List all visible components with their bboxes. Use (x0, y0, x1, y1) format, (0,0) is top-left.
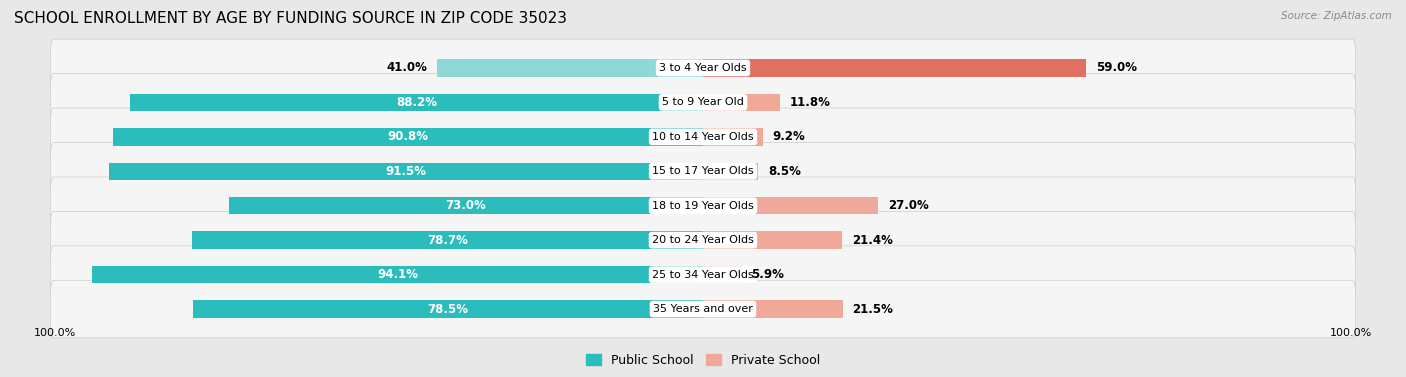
FancyBboxPatch shape (51, 143, 1355, 200)
Text: 94.1%: 94.1% (377, 268, 418, 281)
FancyBboxPatch shape (51, 246, 1355, 303)
Text: 41.0%: 41.0% (387, 61, 427, 74)
FancyBboxPatch shape (51, 39, 1355, 97)
Text: SCHOOL ENROLLMENT BY AGE BY FUNDING SOURCE IN ZIP CODE 35023: SCHOOL ENROLLMENT BY AGE BY FUNDING SOUR… (14, 11, 567, 26)
Text: 59.0%: 59.0% (1095, 61, 1137, 74)
Text: 91.5%: 91.5% (385, 165, 426, 178)
FancyBboxPatch shape (51, 108, 1355, 166)
Bar (229, 197, 703, 215)
Text: 20 to 24 Year Olds: 20 to 24 Year Olds (652, 235, 754, 245)
FancyBboxPatch shape (51, 280, 1355, 338)
Bar (91, 266, 703, 283)
Text: 25 to 34 Year Olds: 25 to 34 Year Olds (652, 270, 754, 280)
Bar (191, 231, 703, 249)
Bar (193, 300, 703, 318)
FancyBboxPatch shape (51, 211, 1355, 269)
Text: 9.2%: 9.2% (772, 130, 806, 143)
FancyBboxPatch shape (51, 177, 1355, 234)
Text: 88.2%: 88.2% (396, 96, 437, 109)
Bar (703, 162, 758, 180)
Bar (703, 128, 762, 146)
Text: 11.8%: 11.8% (789, 96, 831, 109)
Bar (703, 266, 741, 283)
Bar (114, 128, 703, 146)
Text: 3 to 4 Year Olds: 3 to 4 Year Olds (659, 63, 747, 73)
Text: 21.4%: 21.4% (852, 234, 893, 247)
Bar (108, 162, 703, 180)
Text: 35 Years and over: 35 Years and over (652, 304, 754, 314)
Bar (703, 197, 879, 215)
Bar (703, 231, 842, 249)
Bar (131, 94, 703, 111)
Text: 100.0%: 100.0% (1330, 328, 1372, 338)
Bar (437, 59, 703, 77)
Text: 18 to 19 Year Olds: 18 to 19 Year Olds (652, 201, 754, 211)
Text: 27.0%: 27.0% (889, 199, 929, 212)
Bar (703, 94, 780, 111)
Text: 100.0%: 100.0% (34, 328, 76, 338)
Text: 8.5%: 8.5% (768, 165, 801, 178)
Text: 15 to 17 Year Olds: 15 to 17 Year Olds (652, 166, 754, 176)
Text: 5 to 9 Year Old: 5 to 9 Year Old (662, 97, 744, 107)
Text: 78.5%: 78.5% (427, 303, 468, 316)
Bar (703, 59, 1087, 77)
Text: 73.0%: 73.0% (446, 199, 486, 212)
Bar (703, 300, 842, 318)
Text: 90.8%: 90.8% (388, 130, 429, 143)
Text: 10 to 14 Year Olds: 10 to 14 Year Olds (652, 132, 754, 142)
Text: Source: ZipAtlas.com: Source: ZipAtlas.com (1281, 11, 1392, 21)
Text: 21.5%: 21.5% (852, 303, 893, 316)
Text: 78.7%: 78.7% (427, 234, 468, 247)
Legend: Public School, Private School: Public School, Private School (581, 349, 825, 372)
FancyBboxPatch shape (51, 74, 1355, 131)
Text: 5.9%: 5.9% (751, 268, 785, 281)
